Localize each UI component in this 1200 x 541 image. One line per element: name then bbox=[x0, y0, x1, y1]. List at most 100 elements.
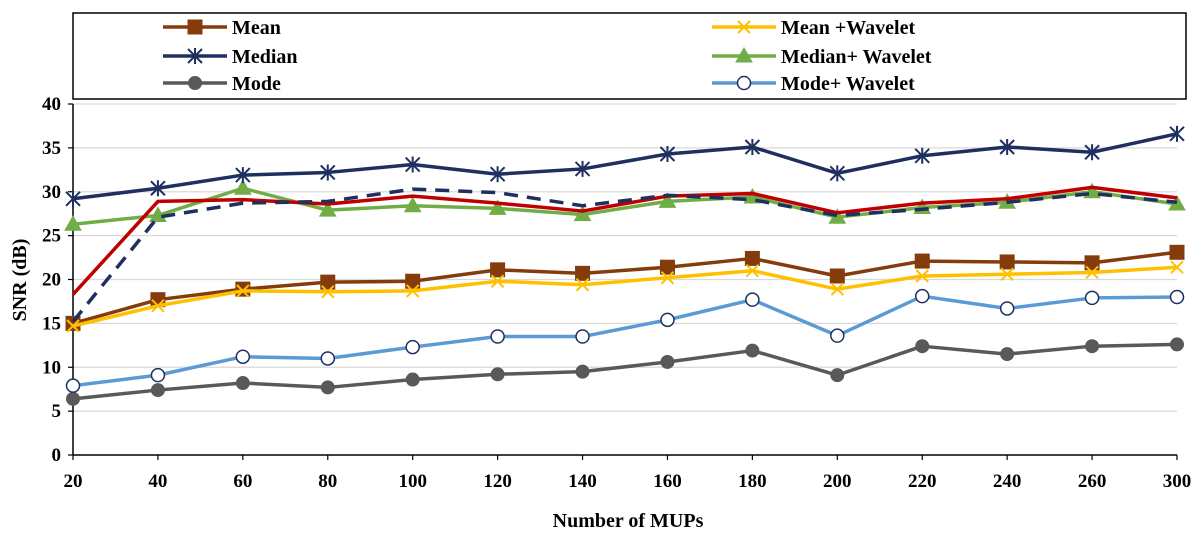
series-mean bbox=[65, 244, 1185, 331]
data-point-mode-wavelet bbox=[830, 328, 845, 343]
data-point-mode-wavelet bbox=[320, 351, 336, 366]
data-point-median bbox=[489, 166, 506, 183]
data-point-mode-wavelet bbox=[999, 301, 1015, 316]
legend-item-mean-wavelet: Mean +Wavelet bbox=[712, 17, 915, 39]
data-point-median bbox=[744, 138, 761, 155]
y-tick-label: 20 bbox=[42, 270, 61, 291]
series-line-median bbox=[72, 132, 1178, 201]
data-point-mode bbox=[1085, 339, 1100, 354]
data-point-median bbox=[659, 146, 676, 163]
data-point-median bbox=[1169, 125, 1185, 142]
data-point-median-wavelet bbox=[233, 179, 252, 195]
data-point-mean-wavelet bbox=[236, 284, 250, 298]
data-point-mode bbox=[490, 367, 505, 382]
data-point-median bbox=[829, 165, 846, 182]
x-tick-label: 180 bbox=[738, 471, 767, 492]
data-point-mode-wavelet bbox=[150, 367, 166, 383]
data-point-mode bbox=[830, 368, 845, 383]
x-tick-label: 60 bbox=[233, 471, 252, 492]
legend-label: Mode+ Wavelet bbox=[781, 73, 915, 95]
series-line-mode bbox=[72, 342, 1178, 401]
y-tick-label: 35 bbox=[42, 138, 61, 159]
y-tick-label: 30 bbox=[42, 182, 61, 203]
x-tick-label: 300 bbox=[1163, 471, 1192, 492]
data-point-median bbox=[404, 156, 421, 173]
data-point-mode bbox=[235, 376, 250, 391]
data-point-mean-wavelet bbox=[1170, 260, 1184, 274]
legend-item-mean: Mean bbox=[163, 17, 281, 39]
data-point-median bbox=[914, 147, 930, 164]
x-tick-label: 240 bbox=[993, 471, 1022, 492]
y-axis-title: SNR (dB) bbox=[9, 239, 31, 322]
legend-item-median: Median bbox=[163, 46, 298, 68]
data-point-mean bbox=[235, 281, 251, 297]
data-point-mode bbox=[66, 391, 80, 406]
x-tick-label: 260 bbox=[1078, 471, 1107, 492]
axes: 0 5 10 15 20 25 30 35 40 20 40 60 80 100 120 140 160 180 2… bbox=[42, 94, 1191, 492]
legend-label: Median+ Wavelet bbox=[781, 46, 932, 68]
data-point-mode-wavelet bbox=[65, 378, 81, 393]
data-point-mean bbox=[575, 265, 591, 281]
data-point-mean bbox=[405, 273, 421, 289]
data-point-mode-wavelet bbox=[235, 349, 251, 364]
series-unlabeled-6 bbox=[71, 185, 1178, 296]
data-point-mean bbox=[659, 259, 675, 275]
legend-marker bbox=[188, 76, 202, 90]
data-point-mode-wavelet bbox=[575, 329, 590, 344]
data-point-median-wavelet bbox=[403, 196, 422, 213]
data-point-mode-wavelet bbox=[745, 292, 760, 307]
x-tick-label: 20 bbox=[64, 471, 83, 492]
data-point-mode bbox=[745, 343, 760, 358]
series-line-unlabeled-6 bbox=[71, 185, 1178, 296]
data-point-median bbox=[320, 164, 336, 181]
x-tick-label: 40 bbox=[148, 471, 167, 492]
data-point-mean-wavelet bbox=[405, 284, 420, 298]
series-median bbox=[65, 125, 1185, 207]
data-point-mean bbox=[1084, 255, 1100, 271]
legend-box bbox=[72, 12, 1187, 100]
data-point-mode bbox=[660, 354, 675, 369]
x-tick-label: 160 bbox=[653, 471, 682, 492]
data-point-mean-wavelet bbox=[660, 271, 675, 285]
legend-label: Median bbox=[232, 46, 298, 68]
legend-label: Mode bbox=[232, 73, 281, 95]
data-point-mean bbox=[999, 254, 1015, 270]
data-point-mean bbox=[914, 253, 930, 269]
data-point-mean-wavelet bbox=[1000, 267, 1014, 281]
data-point-median bbox=[1084, 144, 1100, 161]
data-point-mean bbox=[829, 268, 845, 284]
legend-item-mode-wavelet: Mode+ Wavelet bbox=[712, 73, 915, 95]
data-point-mean-wavelet bbox=[745, 264, 760, 278]
data-point-mean bbox=[490, 262, 506, 278]
data-point-mode bbox=[150, 383, 165, 398]
legend-marker bbox=[736, 75, 752, 91]
legend-label: Mean +Wavelet bbox=[781, 17, 915, 39]
series-line-unlabeled-7 bbox=[71, 187, 1178, 323]
series-mode-wavelet bbox=[65, 288, 1185, 393]
y-tick-label: 5 bbox=[52, 401, 62, 422]
data-point-median bbox=[235, 167, 251, 184]
x-tick-label: 200 bbox=[823, 471, 852, 492]
data-point-mode-wavelet bbox=[914, 288, 930, 304]
series-line-mean-wavelet bbox=[72, 265, 1178, 328]
data-point-mode bbox=[1000, 347, 1015, 362]
data-point-mean-wavelet bbox=[830, 282, 845, 296]
data-point-median bbox=[999, 138, 1015, 155]
data-point-mode bbox=[575, 364, 590, 379]
y-tick-label: 25 bbox=[42, 226, 61, 247]
legend: Mean Median Mode Mean +Wavelet Median+ Wavel… bbox=[163, 17, 932, 95]
data-point-mean-wavelet bbox=[66, 319, 80, 333]
data-point-mode bbox=[320, 380, 335, 395]
data-point-mean bbox=[744, 250, 760, 266]
data-point-mode bbox=[915, 339, 930, 354]
legend-marker bbox=[737, 20, 751, 34]
data-point-mean bbox=[1169, 244, 1185, 260]
y-tick-label: 15 bbox=[42, 313, 61, 334]
data-point-mode-wavelet bbox=[490, 329, 505, 344]
series-mean-wavelet bbox=[66, 260, 1184, 333]
data-point-mode bbox=[1170, 337, 1184, 352]
data-point-mode bbox=[405, 372, 420, 387]
data-point-median-wavelet bbox=[658, 192, 677, 208]
